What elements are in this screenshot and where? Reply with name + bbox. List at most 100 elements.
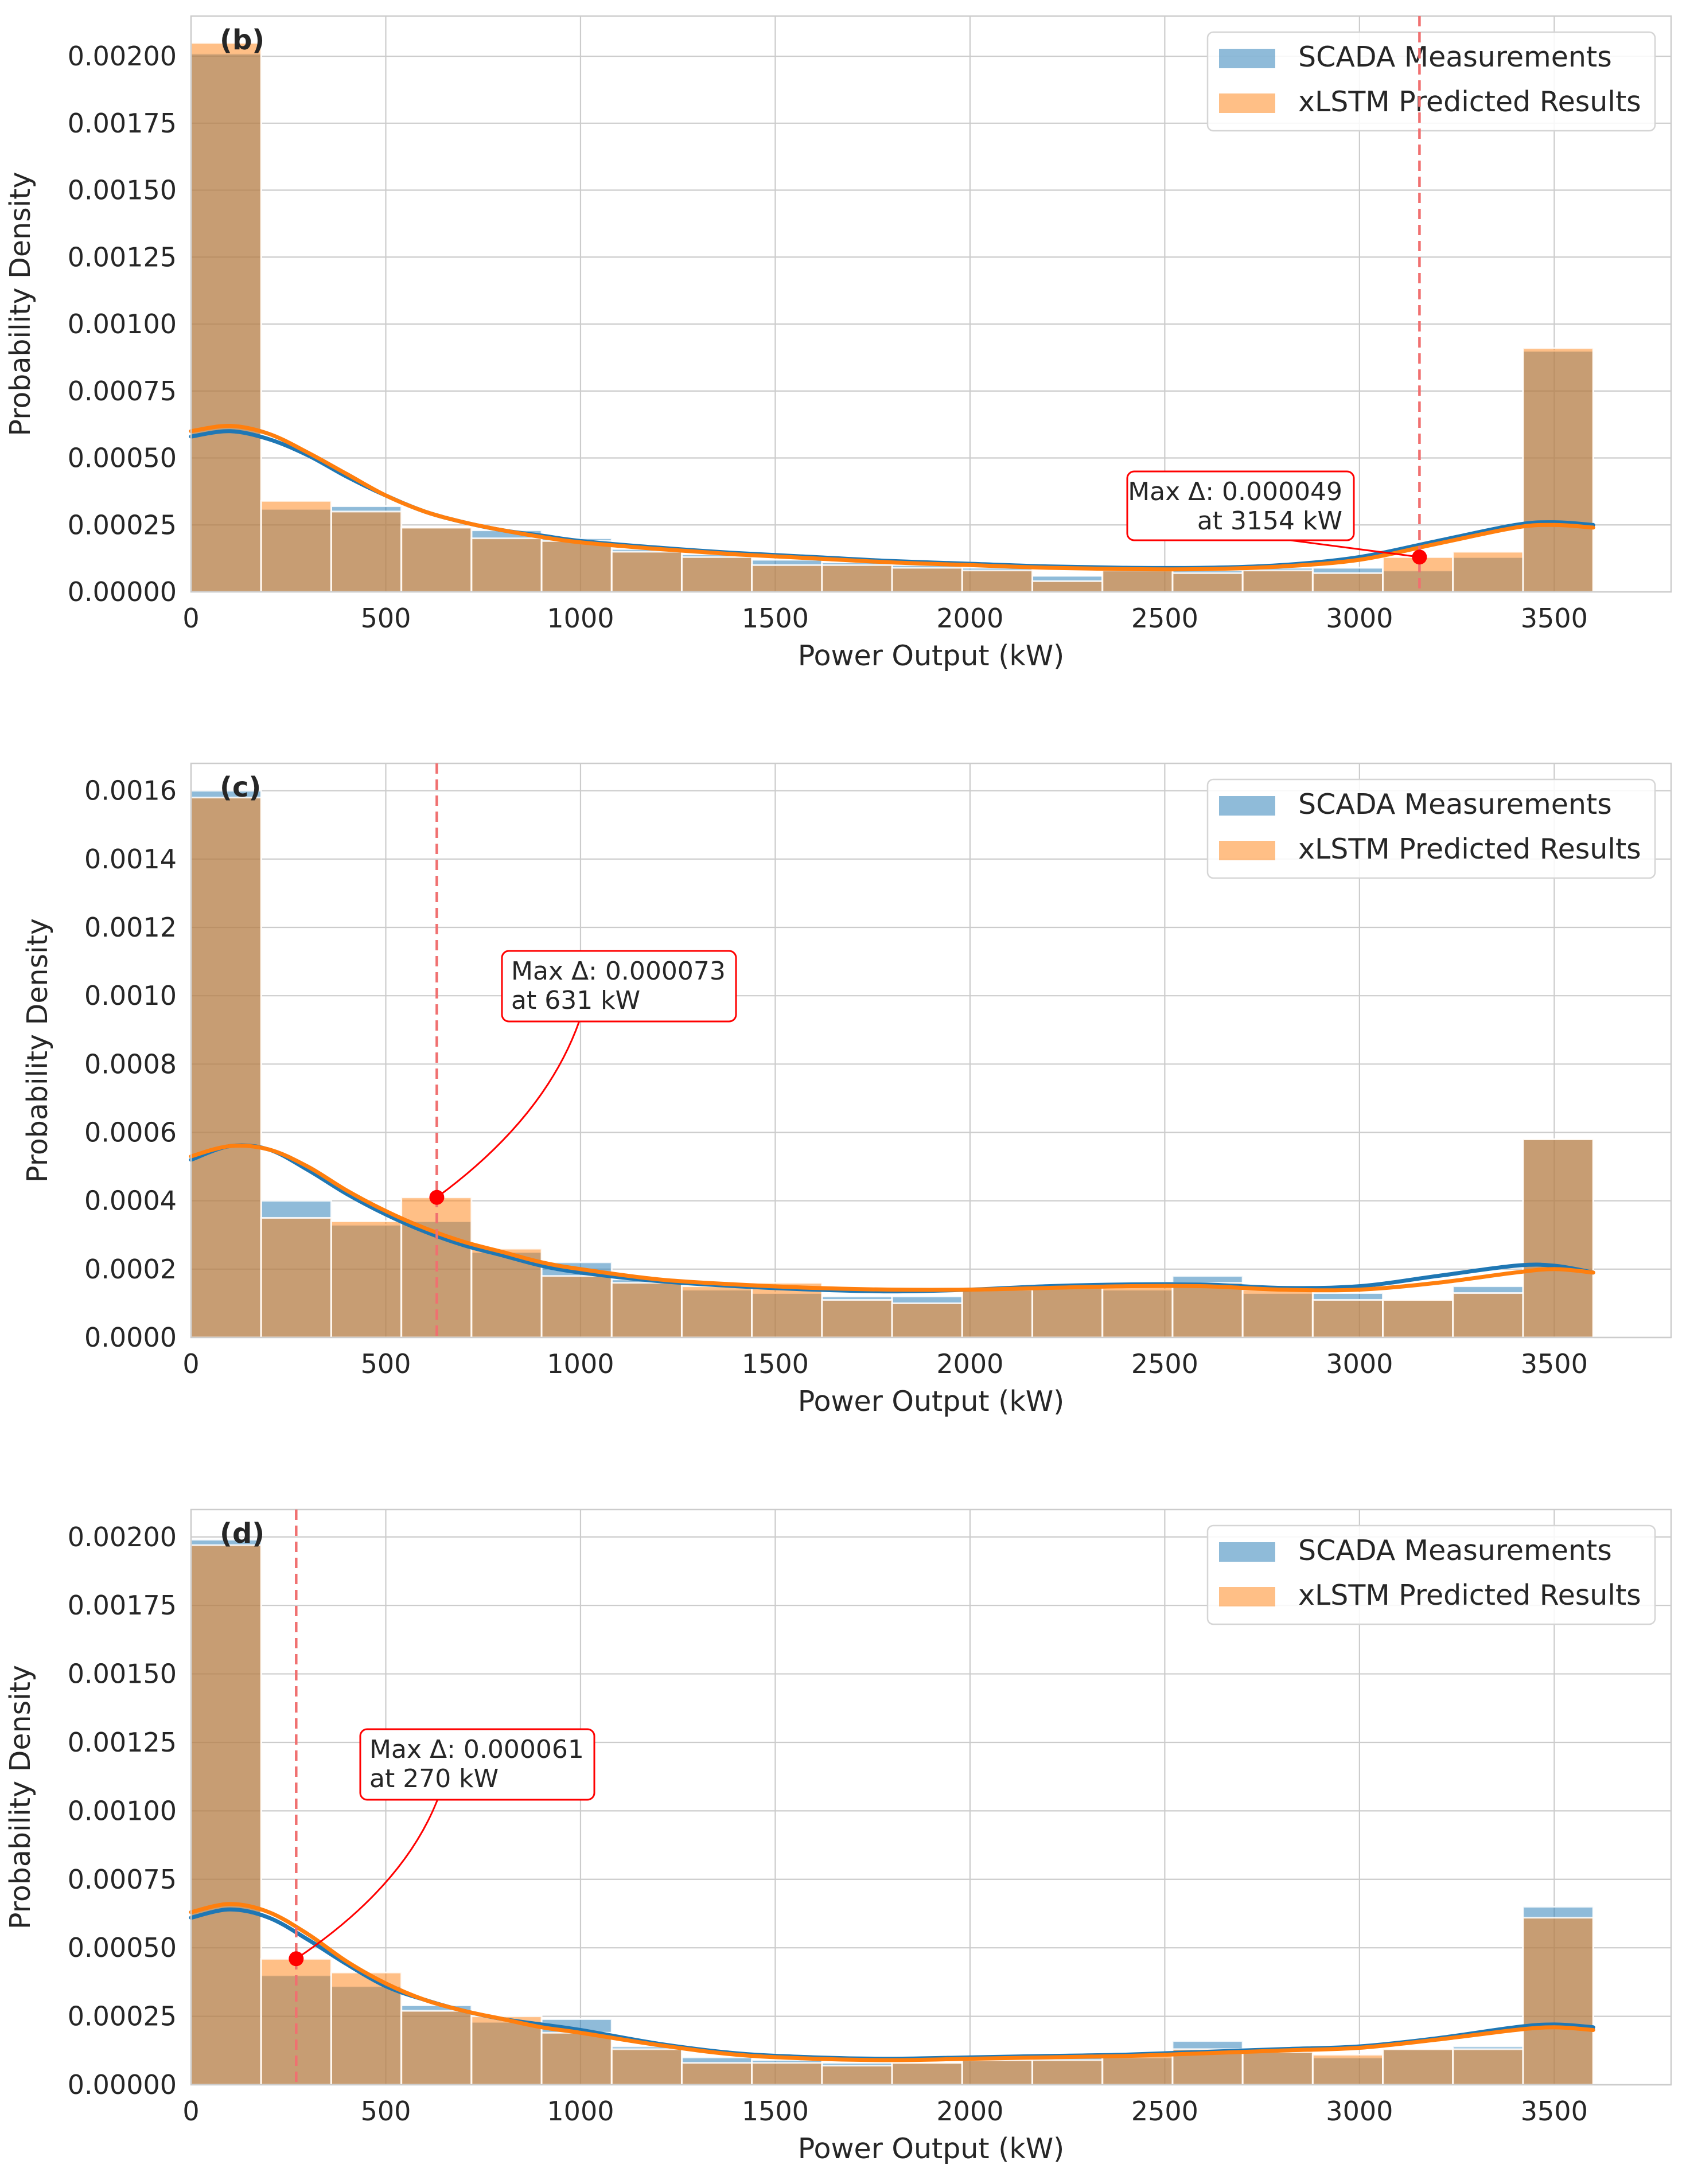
- histogram-bar: [961, 570, 1034, 593]
- legend-swatch-scada: [1219, 49, 1275, 68]
- histogram-bar: [540, 1275, 613, 1339]
- y-tick-label: 0.00050: [68, 443, 177, 474]
- x-tick-label: 3500: [1521, 1348, 1588, 1379]
- y-tick-label: 0.00125: [68, 241, 177, 272]
- legend-box: [1206, 31, 1656, 132]
- histogram-bar: [680, 2062, 753, 2086]
- x-tick-labels: 0 500 1000 1500 2000 2500 3000 3500: [182, 1348, 1587, 1379]
- x-tick-label: 2000: [936, 1348, 1003, 1379]
- y-tick-label: 0.00175: [68, 1590, 177, 1621]
- x-tick-label: 1000: [547, 2096, 614, 2127]
- y-tick-label: 0.00025: [68, 2001, 177, 2032]
- histogram-bar: [751, 564, 823, 593]
- legend-label-xlstm: xLSTM Predicted Results: [1298, 833, 1641, 865]
- x-tick-label: 500: [361, 1348, 411, 1379]
- histogram-bar: [470, 2015, 543, 2086]
- legend-swatch-xlstm: [1219, 1587, 1275, 1606]
- y-tick-labels: 0.00000 0.00025 0.00050 0.00075 0.00100 0.001…: [68, 41, 177, 607]
- histogram: [190, 42, 1594, 593]
- max-delta-point: [289, 1951, 304, 1967]
- x-tick-labels: 0 500 1000 1500 2000 2500 3000 3500: [182, 603, 1587, 634]
- x-axis-label: Power Output (kW): [798, 639, 1065, 672]
- x-tick-label: 2500: [1131, 603, 1198, 634]
- max-delta-value-text: Max Δ: 0.000049: [1128, 477, 1342, 506]
- legend-swatch-xlstm: [1219, 841, 1275, 860]
- y-tick-label: 0.0012: [84, 912, 177, 943]
- histogram-bar: [891, 567, 963, 593]
- x-tick-label: 1500: [742, 603, 809, 634]
- histogram-bar: [1452, 2048, 1524, 2086]
- x-tick-label: 1500: [742, 1348, 809, 1379]
- legend-label-scada: SCADA Measurements: [1298, 41, 1612, 73]
- histogram-bar: [540, 540, 613, 593]
- histogram-bar: [961, 2059, 1034, 2086]
- y-tick-label: 0.0016: [84, 775, 177, 806]
- histogram-bar: [1171, 572, 1244, 593]
- legend: SCADA Measurements xLSTM Predicted Result…: [1206, 31, 1656, 132]
- histogram-bar: [400, 2010, 473, 2086]
- histogram-bar: [1311, 1298, 1384, 1339]
- histogram: [190, 1539, 1594, 2086]
- histogram-bar: [1171, 1282, 1244, 1339]
- axes-frame: [190, 15, 1672, 593]
- histogram-bar: [260, 500, 332, 593]
- y-axis-label: Probability Density: [4, 1665, 37, 1929]
- y-tick-label: 0.00100: [68, 1795, 177, 1826]
- histogram-bar: [1031, 1285, 1104, 1339]
- y-tick-label: 0.00175: [68, 108, 177, 139]
- x-tick-label: 0: [182, 1348, 199, 1379]
- max-delta-connector: [436, 1021, 581, 1198]
- max-delta-connector: [1290, 539, 1420, 558]
- max-delta-value-text: Max Δ: 0.000073: [511, 957, 726, 986]
- histogram-bar: [1101, 2053, 1174, 2086]
- y-tick-label: 0.0006: [84, 1117, 177, 1148]
- panel-c: 0 500 1000 1500 2000 2500 3000 3500 0.0000 0.0002…: [21, 762, 1672, 1418]
- y-axis-label: Probability Density: [4, 172, 37, 436]
- histogram-bar: [470, 537, 543, 593]
- y-tick-label: 0.0002: [84, 1254, 177, 1285]
- bars-xlstm: [190, 797, 1594, 1339]
- x-tick-label: 500: [361, 2096, 411, 2127]
- x-tick-label: 3000: [1326, 1348, 1393, 1379]
- histogram-bar: [330, 510, 403, 593]
- y-tick-label: 0.0000: [84, 1322, 177, 1353]
- bars-xlstm: [190, 42, 1594, 593]
- x-axis-label: Power Output (kW): [798, 1385, 1065, 1418]
- x-tick-label: 3500: [1521, 2096, 1588, 2127]
- histogram-bar: [891, 2062, 963, 2086]
- y-tick-label: 0.0010: [84, 980, 177, 1011]
- x-tick-label: 3000: [1326, 2096, 1393, 2127]
- histogram-bar: [680, 1285, 753, 1339]
- x-tick-label: 2000: [936, 603, 1003, 634]
- max-delta-point: [429, 1190, 445, 1205]
- histogram-bar: [1311, 572, 1384, 593]
- histogram-bar: [260, 1216, 332, 1339]
- x-tick-label: 2500: [1131, 2096, 1198, 2127]
- histogram-bar: [400, 526, 473, 593]
- max-delta-location-text: at 270 kW: [369, 1764, 499, 1793]
- histogram-bar: [1101, 570, 1174, 593]
- y-tick-label: 0.00100: [68, 309, 177, 340]
- legend-label-xlstm: xLSTM Predicted Results: [1298, 1579, 1641, 1612]
- kde-line-xlstm: [189, 423, 1595, 572]
- histogram-bar: [1241, 2051, 1314, 2086]
- axes-frame: [190, 1508, 1672, 2086]
- histogram-bar: [190, 42, 262, 593]
- histogram-bar: [1522, 347, 1594, 593]
- histogram-bar: [1101, 1282, 1174, 1339]
- max-delta-location-text: at 631 kW: [511, 986, 640, 1015]
- bars-xlstm: [190, 1544, 1594, 2086]
- legend-swatch-xlstm: [1219, 93, 1275, 113]
- x-tick-label: 3000: [1326, 603, 1393, 634]
- y-tick-label: 0.00075: [68, 376, 177, 407]
- y-tick-label: 0.00200: [68, 41, 177, 72]
- panel-label: (d): [220, 1518, 264, 1550]
- legend: SCADA Measurements xLSTM Predicted Result…: [1206, 778, 1656, 879]
- histogram-bar: [680, 556, 753, 593]
- histogram-bar: [1031, 2059, 1104, 2086]
- x-tick-label: 1000: [547, 1348, 614, 1379]
- y-tick-label: 0.00050: [68, 1932, 177, 1963]
